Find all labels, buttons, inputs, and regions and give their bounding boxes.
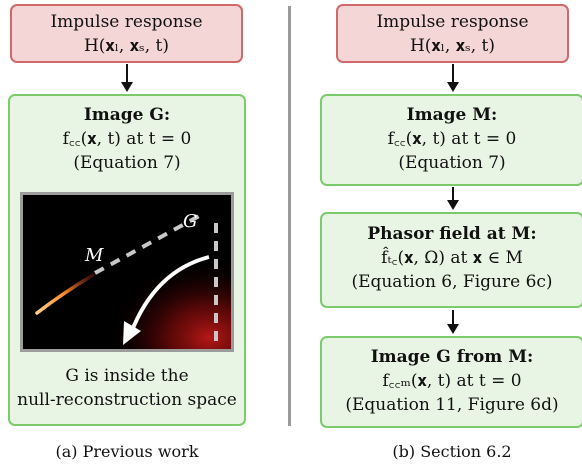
column-divider: [288, 6, 291, 426]
right-image-g-box: Image G from M: f꜀꜀ₘ(𝐱, t) at t = 0 (Equ…: [320, 336, 582, 428]
right-phasor-ref: (Equation 6, Figure 6c): [351, 272, 553, 292]
left-impulse-title: Impulse response: [50, 12, 203, 32]
left-arrow-1: [121, 64, 133, 92]
right-image-m-ref: (Equation 7): [398, 153, 506, 173]
left-impulse-formula: H(𝐱ₗ, 𝐱ₛ, t): [83, 36, 170, 56]
caption-b: (b) Section 6.2: [392, 442, 512, 461]
null-space-line1: G is inside the: [65, 366, 189, 386]
label-g: G: [183, 211, 197, 232]
left-impulse-box: Impulse response H(𝐱ₗ, 𝐱ₛ, t): [10, 4, 243, 63]
right-arrow-3: [447, 310, 459, 334]
right-image-m-formula: f꜀꜀(𝐱, t) at t = 0: [387, 129, 517, 149]
right-impulse-title: Impulse response: [376, 12, 529, 32]
label-m: M: [84, 245, 104, 266]
curved-arrow-head: [123, 321, 141, 345]
left-image-g-title: Image G:: [83, 105, 171, 125]
red-glow: [83, 235, 231, 349]
null-space-line2: null-reconstruction space: [17, 390, 237, 410]
reconstruction-image: G M: [20, 192, 234, 352]
right-phasor-title: Phasor field at M:: [367, 224, 537, 244]
left-caption-text: G is inside the null-reconstruction spac…: [8, 364, 246, 416]
right-image-m-box: Image M: f꜀꜀(𝐱, t) at t = 0 (Equation 7): [320, 94, 582, 186]
right-phasor-box: Phasor field at M: f̂ₜ꜀(𝐱, Ω) at 𝐱 ∈ M (…: [320, 212, 582, 308]
caption-a: (a) Previous work: [55, 442, 199, 461]
left-image-g-ref: (Equation 7): [73, 153, 181, 173]
right-image-g-title: Image G from M:: [370, 347, 534, 367]
left-image-g-formula: f꜀꜀(𝐱, t) at t = 0: [62, 129, 192, 149]
reconstruction-plot: G M: [23, 195, 231, 349]
right-image-g-formula: f꜀꜀ₘ(𝐱, t) at t = 0: [382, 371, 522, 391]
right-image-g-ref: (Equation 11, Figure 6d): [345, 395, 559, 415]
right-image-m-title: Image M:: [406, 105, 498, 125]
right-arrow-2: [447, 187, 459, 210]
dashed-surface-m: [94, 213, 202, 275]
curved-arrow: [129, 255, 210, 334]
right-arrow-1: [447, 64, 459, 92]
bright-streak: [35, 273, 95, 315]
right-phasor-formula: f̂ₜ꜀(𝐱, Ω) at 𝐱 ∈ M: [381, 248, 523, 268]
right-impulse-box: Impulse response H(𝐱ₗ, 𝐱ₛ, t): [336, 4, 569, 63]
right-impulse-formula: H(𝐱ₗ, 𝐱ₛ, t): [409, 36, 496, 56]
